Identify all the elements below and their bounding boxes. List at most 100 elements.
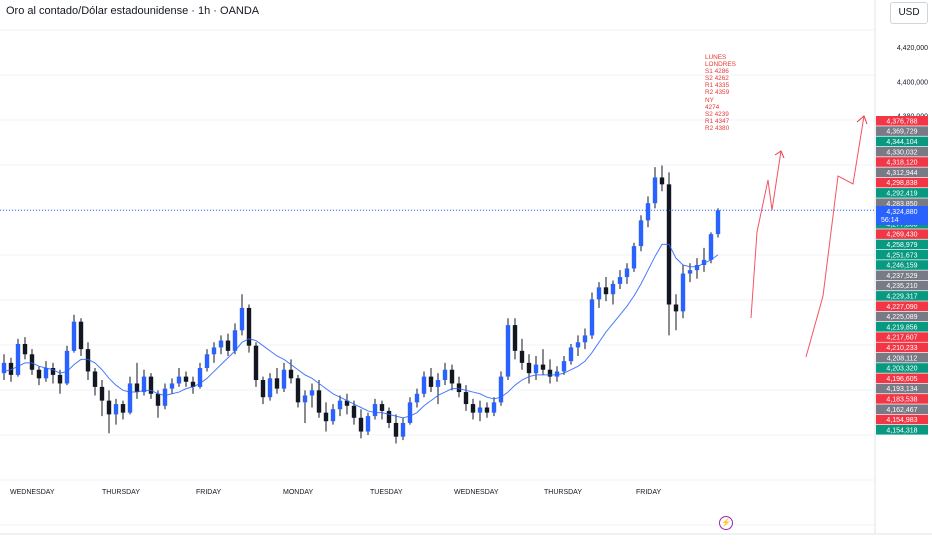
candle-up xyxy=(400,422,406,437)
price-tag xyxy=(876,363,928,373)
price-tag xyxy=(876,260,928,270)
candle-down xyxy=(470,404,476,413)
candle-up xyxy=(162,388,168,406)
price-tag-label: 4,298,838 xyxy=(886,180,917,187)
price-tag-label: 4,162,467 xyxy=(886,407,917,414)
price-tag xyxy=(876,383,928,394)
candle-down xyxy=(8,362,14,375)
candle-up xyxy=(617,277,623,284)
candle-up xyxy=(610,283,616,295)
price-tag xyxy=(876,373,928,384)
candle-down xyxy=(78,321,84,350)
price-tag-label: 4,269,430 xyxy=(886,232,917,239)
candle-down xyxy=(512,325,518,351)
price-tag-label: 4,193,134 xyxy=(886,386,917,393)
candle-down xyxy=(344,400,350,406)
price-tag xyxy=(876,198,928,208)
arrow-head-2 xyxy=(856,115,868,125)
candle-down xyxy=(183,376,189,382)
candle-up xyxy=(197,368,203,387)
price-tag-label: 4,225,089 xyxy=(886,314,917,321)
levels-annotation: LUNES LONDRES S1 4286 S2 4262 R1 4335 R2… xyxy=(705,54,736,132)
candle-up xyxy=(631,246,637,269)
price-tag xyxy=(876,249,928,260)
candle-up xyxy=(680,273,686,312)
candle-down xyxy=(190,381,196,387)
candle-up xyxy=(533,364,539,374)
countdown-label: 56:14 xyxy=(881,217,899,224)
levels-note-line: S2 4239 xyxy=(705,110,729,118)
candle-down xyxy=(253,345,259,381)
y-tick-label: 4,400,000 xyxy=(897,79,928,86)
price-tag-label: 4,203,320 xyxy=(886,366,917,373)
candle-down xyxy=(155,393,161,406)
price-tag xyxy=(876,229,928,239)
candle-up xyxy=(169,383,175,389)
price-tag-label: 4,312,944 xyxy=(886,170,917,177)
candle-up xyxy=(568,347,574,362)
candle-up xyxy=(638,220,644,247)
candle-up xyxy=(582,335,588,343)
current-price-tag xyxy=(876,206,928,225)
candle-up xyxy=(575,342,581,348)
candle-down xyxy=(547,369,553,377)
price-tag-label: 4,227,090 xyxy=(886,304,917,311)
candle-down xyxy=(659,177,665,185)
price-tag xyxy=(876,136,928,147)
arrow-head-1 xyxy=(774,150,785,159)
levels-note-line: S2 4262 xyxy=(705,75,729,83)
levels-note-line: S1 4286 xyxy=(705,68,729,76)
price-tag xyxy=(876,167,928,178)
moving-average-line xyxy=(3,243,719,419)
day-label: FRIDAY xyxy=(196,489,221,496)
y-tick-label: 4,420,000 xyxy=(897,45,928,52)
currency-selector[interactable]: USD xyxy=(890,2,928,24)
price-tag-label: 4,246,159 xyxy=(886,263,917,270)
price-tag-label: 4,344,104 xyxy=(886,139,917,146)
candle-up xyxy=(239,307,245,331)
candle-up xyxy=(554,371,560,377)
price-chart[interactable]: 4,360,0004,380,0004,400,0004,420,0004,37… xyxy=(0,0,932,535)
candle-up xyxy=(211,347,217,355)
candle-up xyxy=(127,383,133,413)
price-tag-label: 4,219,856 xyxy=(886,324,917,331)
candle-up xyxy=(477,407,483,413)
lightning-icon[interactable]: ⚡ xyxy=(719,516,733,530)
candle-down xyxy=(260,380,266,398)
levels-note-line: R1 4335 xyxy=(705,82,730,90)
price-tag-label: 4,376,788 xyxy=(886,118,917,125)
current-price-label: 4,324,880 xyxy=(886,209,917,216)
symbol-title[interactable]: Oro al contado/Dólar estadounidense · 1h… xyxy=(6,5,260,17)
price-tag-label: 4,217,607 xyxy=(886,335,917,342)
candle-up xyxy=(15,343,21,375)
projection-arrow-2 xyxy=(805,115,865,358)
levels-note-line: LONDRES xyxy=(705,61,736,69)
candle-up xyxy=(596,287,602,300)
price-tag-label: 4,235,210 xyxy=(886,283,917,290)
candle-down xyxy=(106,400,112,415)
candle-down xyxy=(379,404,385,411)
day-label: MONDAY xyxy=(283,489,314,496)
day-label: THURSDAY xyxy=(544,489,582,496)
price-tag xyxy=(876,291,928,301)
candle-down xyxy=(57,374,63,384)
candle-up xyxy=(330,409,336,422)
candle-down xyxy=(519,350,525,363)
price-tag xyxy=(876,322,928,332)
candle-up xyxy=(309,390,315,396)
candle-down xyxy=(134,383,140,393)
price-tag-label: 4,369,729 xyxy=(886,129,917,136)
candle-up xyxy=(232,330,238,351)
day-label: TUESDAY xyxy=(370,489,403,496)
candle-down xyxy=(456,383,462,393)
candle-down xyxy=(29,354,35,370)
candle-up xyxy=(491,402,497,413)
candle-up xyxy=(498,376,504,403)
price-tag-label: 4,283,850 xyxy=(886,201,917,208)
candle-up xyxy=(365,416,371,432)
price-tag-label: 4,229,317 xyxy=(886,294,917,301)
candle-down xyxy=(526,362,532,374)
price-tag-label: 4,292,419 xyxy=(886,191,917,198)
candle-up xyxy=(71,321,77,351)
candle-down xyxy=(99,386,105,401)
